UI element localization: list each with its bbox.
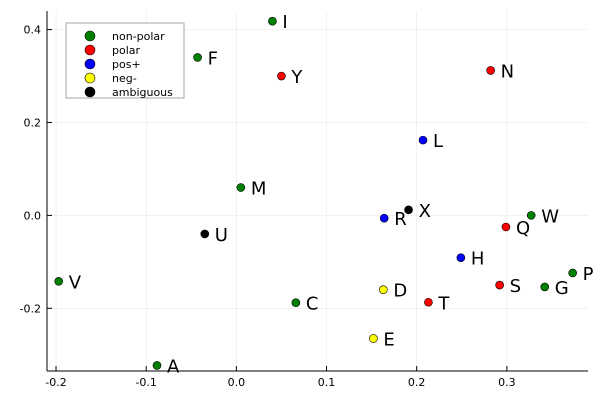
data-point-U [200, 229, 210, 239]
y-tick-label: 0.4 [24, 24, 42, 37]
legend-marker [84, 58, 96, 70]
point-label-P: P [583, 264, 594, 285]
point-label-X: X [419, 201, 431, 222]
data-point-V [54, 277, 64, 286]
data-point-F [193, 53, 202, 62]
point-label-R: R [394, 209, 407, 230]
point-label-W: W [541, 206, 559, 227]
data-point-D [379, 285, 388, 295]
x-tick-label: 0.3 [498, 376, 516, 389]
y-tick-label: 0.0 [24, 209, 42, 222]
data-point-G [540, 282, 550, 292]
point-label-G: G [555, 278, 569, 299]
point-label-I: I [282, 12, 287, 33]
point-label-M: M [251, 179, 267, 200]
point-label-S: S [510, 276, 521, 297]
point-label-N: N [501, 61, 514, 82]
point-label-U: U [215, 225, 228, 246]
point-label-Q: Q [516, 218, 530, 239]
axes: -0.2 -0.1 0.0 0.1 0.2 0.3 -0.2 0.0 0.2 0.4 [20, 11, 588, 389]
legend-marker [84, 44, 96, 56]
data-point-P [568, 268, 577, 278]
point-label-F: F [208, 48, 218, 69]
legend-marker [84, 86, 96, 98]
legend-marker [84, 30, 96, 42]
point-labels: I F M W V PG C A Y N Q S T L R H D E X U [69, 12, 594, 377]
legend-entry: pos+ [112, 58, 141, 71]
y-tick-label: -0.2 [20, 302, 41, 315]
data-point-W [526, 211, 536, 220]
x-tick-label: 0.2 [408, 376, 426, 389]
y-tick-label: 0.2 [24, 116, 42, 129]
point-label-L: L [433, 131, 443, 152]
legend-entry: polar [112, 44, 141, 57]
data-point-E [369, 334, 378, 343]
data-points [54, 16, 577, 370]
data-point-Y [277, 71, 286, 81]
x-tick-label: -0.1 [135, 376, 156, 389]
legend-entry: non-polar [112, 30, 165, 43]
x-tick-label: 0.1 [318, 376, 336, 389]
legend-entry: ambiguous [112, 86, 173, 99]
data-point-S [495, 280, 504, 290]
point-label-A: A [167, 356, 180, 377]
point-label-Y: Y [290, 67, 303, 88]
x-tick-label: -0.2 [45, 376, 66, 389]
data-point-Q [501, 222, 511, 232]
data-point-I [268, 16, 277, 26]
data-point-T [424, 297, 433, 307]
point-label-E: E [383, 329, 394, 350]
data-point-A [152, 361, 162, 370]
data-point-R [379, 213, 389, 223]
legend-entry: neg- [112, 72, 137, 85]
data-point-N [486, 66, 495, 75]
data-point-L [418, 135, 428, 145]
data-point-M [236, 183, 246, 192]
data-point-X [404, 205, 413, 215]
point-label-T: T [437, 293, 450, 314]
point-label-V: V [69, 272, 82, 293]
legend-marker [84, 72, 96, 84]
point-label-C: C [306, 294, 319, 315]
x-tick-label: 0.0 [228, 376, 246, 389]
point-label-H: H [471, 249, 485, 270]
point-label-D: D [393, 281, 407, 302]
data-point-C [291, 298, 301, 308]
data-point-H [456, 253, 466, 262]
